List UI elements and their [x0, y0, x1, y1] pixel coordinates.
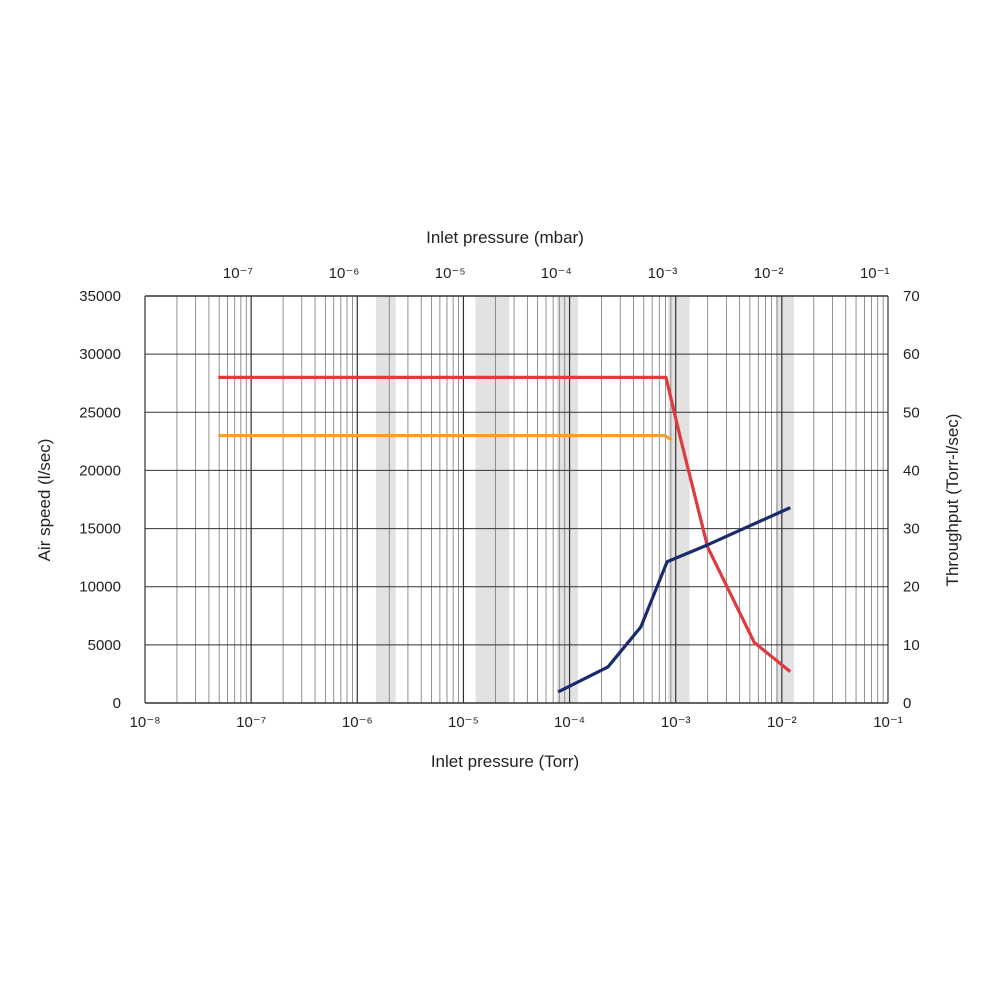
- right-tick-label: 0: [903, 695, 911, 712]
- right-tick-label: 60: [903, 346, 920, 363]
- series-lines: [218, 375, 792, 694]
- left-tick-label: 30000: [79, 346, 121, 363]
- series-line: [218, 375, 792, 673]
- right-tick-label: 30: [903, 521, 920, 538]
- tick-labels: 10⁻⁸ 10⁻⁷ 10⁻⁶ 10⁻⁵ 10⁻⁴ 10⁻³ 10⁻² 10⁻¹ 10⁻⁷ 10⁻⁶…: [79, 265, 919, 731]
- right-tick-label: 50: [903, 404, 920, 421]
- left-tick-label: 15000: [79, 521, 121, 538]
- top-tick-label: 10⁻²: [754, 265, 784, 282]
- top-tick-label: 10⁻¹: [860, 265, 890, 282]
- shaded-band: [668, 296, 690, 703]
- top-tick-label: 10⁻⁵: [435, 265, 466, 282]
- right-tick-label: 20: [903, 579, 920, 596]
- right-tick-label: 10: [903, 637, 920, 654]
- left-tick-label: 35000: [79, 288, 121, 305]
- shaded-bands: [375, 296, 794, 703]
- bottom-tick-label: 10⁻⁴: [554, 714, 585, 731]
- left-tick-label: 25000: [79, 404, 121, 421]
- series-line: [218, 433, 673, 442]
- bottom-tick-label: 10⁻⁷: [236, 714, 266, 731]
- top-tick-label: 10⁻⁴: [541, 265, 572, 282]
- grid: [144, 295, 889, 704]
- top-tick-label: 10⁻⁷: [223, 265, 253, 282]
- left-tick-label: 5000: [88, 637, 121, 654]
- bottom-axis-title: Inlet pressure (Torr): [431, 752, 579, 771]
- shaded-band: [775, 296, 794, 703]
- bottom-tick-label: 10⁻¹: [873, 714, 903, 731]
- bottom-tick-label: 10⁻³: [661, 714, 691, 731]
- series-line: [557, 506, 791, 694]
- bottom-tick-label: 10⁻⁸: [130, 714, 161, 731]
- shaded-band: [375, 296, 396, 703]
- bottom-tick-label: 10⁻²: [767, 714, 797, 731]
- left-tick-label: 10000: [79, 579, 121, 596]
- shaded-band: [475, 296, 510, 703]
- bottom-tick-label: 10⁻⁵: [448, 714, 479, 731]
- left-tick-label: 20000: [79, 462, 121, 479]
- left-axis-title: Air speed (l/sec): [35, 439, 54, 562]
- right-tick-label: 70: [903, 288, 920, 305]
- top-tick-label: 10⁻³: [648, 265, 678, 282]
- top-axis-title: Inlet pressure (mbar): [426, 228, 584, 247]
- right-axis-title: Throughput (Torr-l/sec): [943, 414, 962, 587]
- top-tick-label: 10⁻⁶: [329, 265, 360, 282]
- right-tick-label: 40: [903, 462, 920, 479]
- left-tick-label: 0: [113, 695, 121, 712]
- bottom-tick-label: 10⁻⁶: [342, 714, 373, 731]
- shaded-band: [556, 296, 578, 703]
